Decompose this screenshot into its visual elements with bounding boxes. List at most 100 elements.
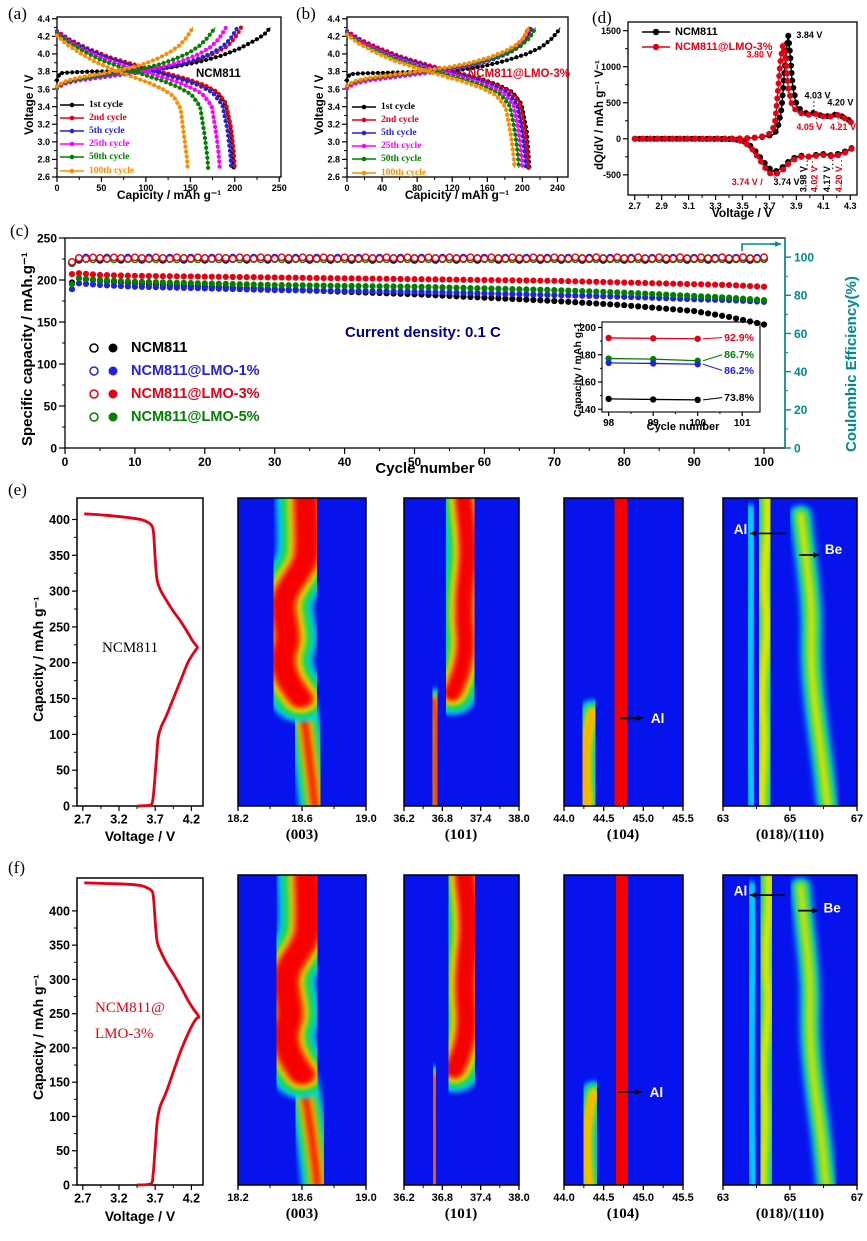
- svg-text:3.74 V /: 3.74 V /: [732, 177, 764, 187]
- svg-text:Al: Al: [651, 711, 665, 726]
- svg-text:3.7: 3.7: [147, 1192, 164, 1206]
- svg-text:200: 200: [579, 323, 596, 334]
- svg-text:38.0: 38.0: [508, 1192, 529, 1204]
- panel-letter-e: (e): [8, 480, 27, 499]
- legend-item: NCM811@LMO-3%: [88, 382, 260, 405]
- svg-text:0: 0: [344, 183, 349, 193]
- legend-label: 5th cycle: [89, 125, 125, 136]
- hkl-f-104: (104): [606, 1206, 640, 1222]
- svg-text:4.05 V: 4.05 V: [796, 122, 822, 132]
- svg-text:3.8: 3.8: [327, 67, 340, 77]
- panel-a-yaxis-label: Voltage / V: [22, 74, 36, 135]
- current-density-note: Current density: 0.1 C: [345, 324, 501, 341]
- svg-text:4.2: 4.2: [183, 1192, 200, 1206]
- svg-text:500: 500: [606, 98, 621, 108]
- svg-text:100: 100: [37, 357, 57, 371]
- legend-marker: [60, 168, 84, 173]
- legend-marker: [352, 130, 376, 136]
- legend-label: 2nd cycle: [89, 112, 127, 123]
- svg-text:40: 40: [794, 365, 808, 379]
- legend-label: 1st cycle: [381, 101, 416, 112]
- svg-text:150: 150: [183, 183, 198, 193]
- svg-text:3.84 V: 3.84 V: [796, 30, 822, 40]
- legend-marker: [352, 143, 376, 149]
- svg-text:100: 100: [138, 183, 153, 193]
- svg-text:100: 100: [794, 250, 814, 264]
- hkl-e-101: (101): [444, 827, 478, 843]
- svg-text:250: 250: [37, 231, 57, 245]
- svg-text:36.2: 36.2: [393, 813, 414, 825]
- legend-marker: [60, 115, 84, 121]
- svg-text:63: 63: [717, 813, 729, 825]
- svg-text:Be: Be: [825, 542, 843, 557]
- svg-text:2.8: 2.8: [327, 155, 340, 165]
- panel-c-yaxis-right-label: Coulombic Efficiency(%): [843, 276, 860, 452]
- legend-label: 50th cycle: [381, 154, 422, 165]
- svg-text:3.5: 3.5: [736, 201, 749, 211]
- svg-text:4.17 V: 4.17 V: [822, 166, 832, 192]
- svg-text:150: 150: [49, 692, 70, 706]
- hkl-f-003: (003): [285, 1206, 319, 1222]
- svg-text:2.7: 2.7: [74, 813, 91, 827]
- svg-text:18.6: 18.6: [291, 813, 312, 825]
- legend-marker: [89, 388, 118, 399]
- svg-text:3.98 V: 3.98 V: [798, 166, 808, 192]
- svg-text:0: 0: [63, 1179, 70, 1193]
- svg-text:44.0: 44.0: [553, 1192, 574, 1204]
- svg-text:0: 0: [794, 441, 801, 455]
- svg-text:3.0: 3.0: [327, 137, 340, 147]
- legend-label: 100th cycle: [381, 167, 427, 178]
- svg-text:40: 40: [338, 455, 352, 469]
- svg-text:45.0: 45.0: [633, 1192, 654, 1204]
- svg-text:3.74 V: 3.74 V: [773, 177, 799, 187]
- panel-b-xaxis-label: Capicity / mAh g⁻¹: [404, 188, 510, 202]
- panel-c-xaxis-label: Cycle number: [375, 460, 475, 477]
- hkl-f-018-110: (018)/(110): [755, 1206, 825, 1222]
- svg-text:60: 60: [794, 327, 808, 341]
- svg-text:18.6: 18.6: [291, 1192, 312, 1204]
- svg-text:73.8%: 73.8%: [724, 392, 754, 404]
- svg-text:3.2: 3.2: [110, 1192, 127, 1206]
- svg-text:37.4: 37.4: [470, 813, 492, 825]
- panel-c-yaxis-left-label: Specific capacity / mAh.g⁻¹: [19, 252, 36, 446]
- svg-text:45.5: 45.5: [672, 813, 693, 825]
- legend-item: 5th cycle: [352, 126, 426, 139]
- svg-text:80: 80: [618, 455, 632, 469]
- svg-text:63: 63: [717, 1192, 729, 1204]
- svg-text:140: 140: [579, 405, 596, 416]
- svg-text:67: 67: [851, 813, 863, 825]
- legend-label: 25th cycle: [89, 139, 130, 150]
- legend-marker: [60, 155, 84, 160]
- panel-b-yaxis-label: Voltage / V: [312, 74, 326, 135]
- svg-text:19.0: 19.0: [355, 1192, 376, 1204]
- svg-text:50: 50: [96, 183, 106, 193]
- inset-yaxis-label: Capacity / mAh g-1: [572, 322, 584, 417]
- panel-letter-c: (c): [10, 221, 29, 240]
- svg-text:4.02 V: 4.02 V: [809, 166, 819, 192]
- legend-label: NCM811@LMO-1%: [131, 362, 260, 379]
- legend-item: NCM811: [88, 336, 260, 359]
- svg-text:4.0: 4.0: [37, 49, 50, 59]
- svg-text:4.2: 4.2: [37, 32, 50, 42]
- svg-text:4.3: 4.3: [844, 201, 857, 211]
- legend-d: NCM811 NCM811@LMO-3%: [642, 24, 773, 54]
- legend-a: 1st cycle 2nd cycle 5th cycle 25th cycle 50t…: [60, 98, 134, 177]
- legend-c: NCM811 NCM811@LMO-1% NCM811@LMO-3% NCM811@L…: [88, 336, 260, 428]
- svg-text:4.2: 4.2: [327, 32, 340, 42]
- svg-text:90: 90: [687, 455, 701, 469]
- legend-item: 50th cycle: [352, 153, 426, 166]
- legend-marker: [60, 128, 84, 134]
- svg-text:86.7%: 86.7%: [724, 349, 754, 361]
- legend-item: NCM811@LMO-3%: [642, 39, 773, 54]
- svg-text:38.0: 38.0: [508, 813, 529, 825]
- svg-text:240: 240: [550, 183, 565, 193]
- svg-text:2.7: 2.7: [628, 201, 641, 211]
- svg-text:2.9: 2.9: [655, 201, 668, 211]
- svg-text:65: 65: [784, 813, 796, 825]
- svg-text:0: 0: [50, 441, 57, 455]
- svg-text:50: 50: [56, 1144, 70, 1158]
- hkl-f-101: (101): [444, 1206, 478, 1222]
- panel-f-sample-label-1: NCM811@: [95, 1000, 165, 1016]
- svg-text:101: 101: [734, 418, 751, 429]
- hkl-e-003: (003): [285, 827, 319, 843]
